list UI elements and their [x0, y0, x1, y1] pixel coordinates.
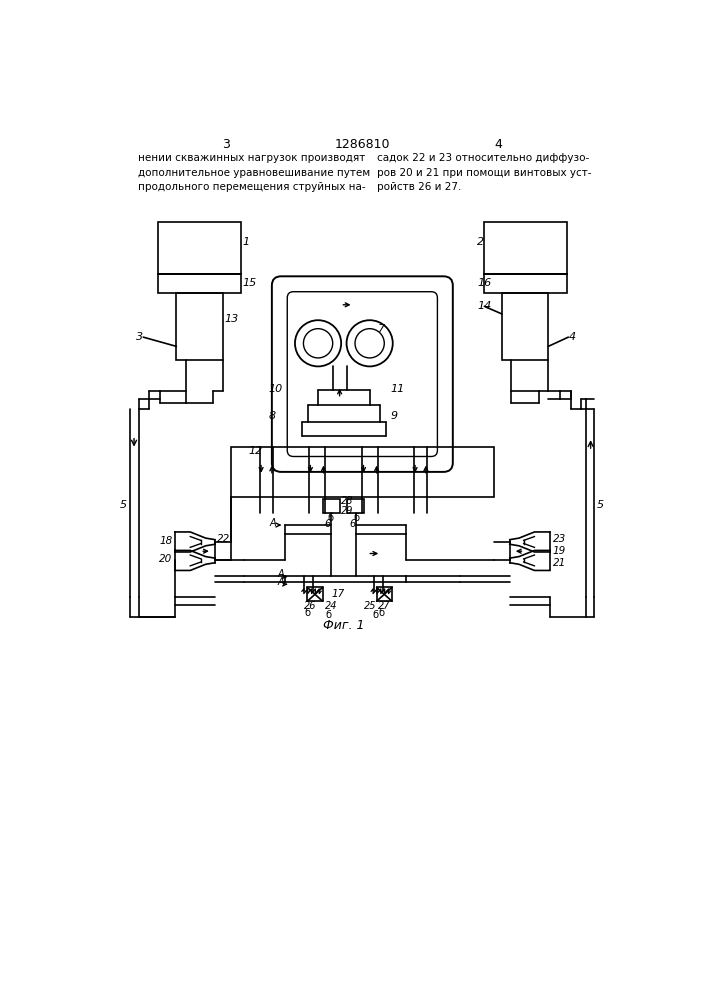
Bar — [377, 587, 392, 601]
Text: 3: 3 — [136, 332, 144, 342]
Text: 27: 27 — [378, 601, 391, 611]
Text: 21: 21 — [553, 558, 566, 568]
Text: 12: 12 — [248, 446, 262, 456]
Text: 22: 22 — [217, 534, 230, 544]
Text: 24: 24 — [325, 601, 337, 611]
Text: нении скважинных нагрузок производят
дополнительное уравновешивание путем
продол: нении скважинных нагрузок производят доп… — [138, 153, 370, 192]
Text: A: A — [277, 569, 284, 579]
Text: 13: 13 — [225, 314, 239, 324]
Text: 23: 23 — [553, 534, 566, 544]
Text: 10: 10 — [269, 384, 283, 394]
Text: б: б — [327, 513, 334, 523]
Text: 5: 5 — [119, 500, 127, 510]
Text: б: б — [372, 610, 378, 620]
Text: 5: 5 — [597, 500, 604, 510]
Text: 2: 2 — [477, 237, 484, 247]
Text: 14: 14 — [477, 301, 491, 311]
Text: Фиг. 1: Фиг. 1 — [324, 619, 365, 632]
Text: 4: 4 — [494, 138, 502, 151]
Bar — [322, 499, 339, 513]
Text: б: б — [304, 608, 310, 618]
Text: 1: 1 — [243, 237, 250, 247]
Text: A: A — [277, 577, 284, 587]
Bar — [502, 293, 549, 360]
Bar — [158, 274, 241, 293]
Bar — [484, 274, 567, 293]
Text: 4: 4 — [569, 332, 576, 342]
Text: 6: 6 — [350, 519, 356, 529]
Text: 9: 9 — [390, 411, 397, 421]
Text: 25: 25 — [363, 601, 376, 611]
Bar — [231, 447, 493, 497]
Text: б: б — [354, 513, 360, 523]
Text: 18: 18 — [160, 536, 173, 546]
Text: 11: 11 — [390, 384, 404, 394]
Text: 7: 7 — [378, 324, 385, 334]
Text: 15: 15 — [243, 278, 257, 288]
Text: садок 22 и 23 относительно диффузо-
ров 20 и 21 при помощи винтовых уст-
ройств : садок 22 и 23 относительно диффузо- ров … — [377, 153, 591, 192]
Text: 16: 16 — [477, 278, 491, 288]
Text: б: б — [326, 610, 332, 620]
Text: 17: 17 — [332, 589, 345, 599]
Text: 20: 20 — [160, 554, 173, 564]
Bar — [347, 499, 364, 513]
Text: 19: 19 — [553, 546, 566, 556]
Text: 29: 29 — [341, 506, 354, 516]
Bar — [158, 222, 241, 274]
Text: б: б — [378, 608, 384, 618]
Bar — [176, 293, 223, 360]
Bar — [308, 587, 322, 601]
Text: A: A — [269, 518, 276, 528]
Bar — [484, 222, 567, 274]
Text: 28: 28 — [341, 496, 354, 506]
Text: 1286810: 1286810 — [334, 138, 390, 151]
Text: 8: 8 — [269, 411, 276, 421]
Text: 26: 26 — [304, 601, 317, 611]
Text: 6: 6 — [325, 519, 330, 529]
Text: 3: 3 — [222, 138, 230, 151]
